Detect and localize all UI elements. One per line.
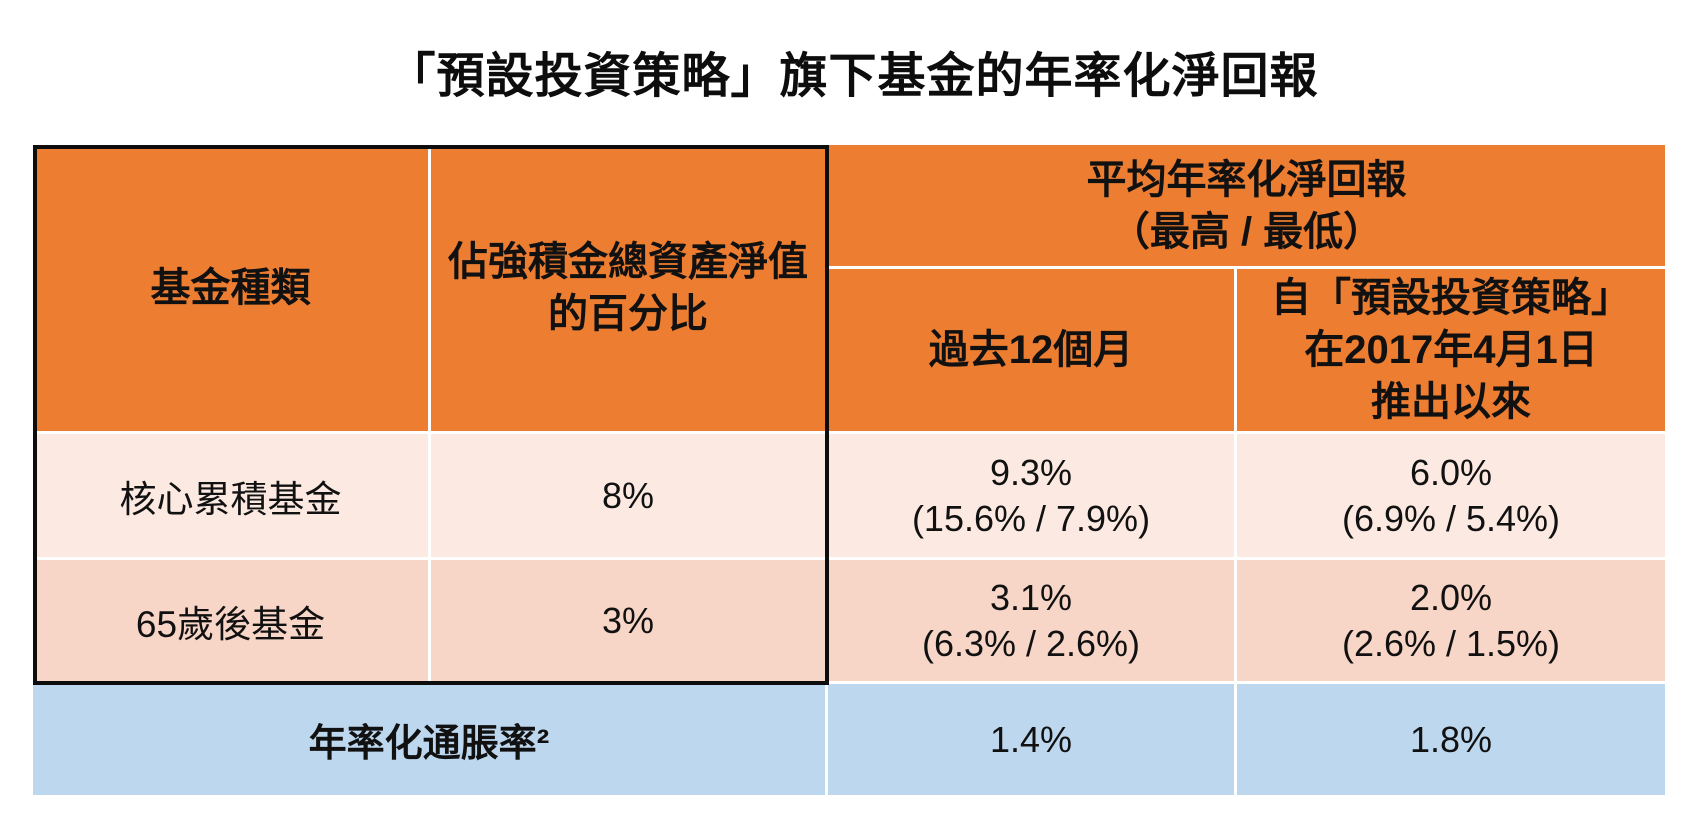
core-since-value: 6.0% — [1409, 451, 1493, 493]
age65-past12m-range: (6.3% / 2.6%) — [921, 622, 1141, 664]
core-past12m-range: (15.6% / 7.9%) — [911, 497, 1151, 539]
header-fund-type-label: 基金種類 — [150, 266, 311, 310]
header-nav-percentage: 佔強積金總資產淨值的百分比 — [431, 145, 825, 431]
core-nav-pct-value: 8% — [601, 474, 655, 516]
age65-past12m-value: 3.1% — [989, 576, 1073, 618]
header-since-launch-line1: 自「預設投資策略」 — [1271, 276, 1631, 320]
header-fund-type: 基金種類 — [33, 145, 428, 431]
age65-since-range: (2.6% / 1.5%) — [1341, 622, 1561, 664]
header-nav-percentage-label: 佔強積金總資產淨值的百分比 — [448, 240, 808, 336]
row-core-nav-pct: 8% — [431, 434, 825, 557]
inflation-since-launch: 1.8% — [1237, 684, 1665, 795]
header-avg-return-line1: 平均年率化淨回報 — [1086, 157, 1407, 202]
age65-since-value: 2.0% — [1409, 576, 1493, 618]
page-title: 「預設投資策略」旗下基金的年率化淨回報 — [387, 50, 1319, 103]
returns-table: 基金種類 佔強積金總資產淨值的百分比 平均年率化淨回報 （最高 / 最低） 過去… — [33, 145, 1665, 795]
inflation-row-label: 年率化通脹率² — [33, 684, 825, 795]
inflation-past12m: 1.4% — [828, 684, 1234, 795]
row-core-past12m: 9.3% (15.6% / 7.9%) — [828, 434, 1234, 557]
header-since-launch: 自「預設投資策略」 在2017年4月1日 推出以來 — [1237, 269, 1665, 431]
core-fund-name-label: 核心累積基金 — [119, 478, 342, 520]
header-past-12-months: 過去12個月 — [828, 269, 1234, 431]
inflation-since-value: 1.8% — [1409, 718, 1493, 760]
header-avg-return: 平均年率化淨回報 （最高 / 最低） — [828, 145, 1665, 266]
inflation-label-text: 年率化通脹率² — [308, 723, 550, 765]
header-avg-return-line2: （最高 / 最低） — [1109, 209, 1384, 254]
core-past12m-value: 9.3% — [989, 451, 1073, 493]
age65-nav-pct-value: 3% — [601, 599, 655, 641]
row-age65-fund-name: 65歲後基金 — [33, 560, 428, 681]
row-age65-since-launch: 2.0% (2.6% / 1.5%) — [1237, 560, 1665, 681]
row-core-fund-name: 核心累積基金 — [33, 434, 428, 557]
header-since-launch-line2: 在2017年4月1日 — [1304, 328, 1598, 372]
core-since-range: (6.9% / 5.4%) — [1341, 497, 1561, 539]
inflation-past12m-value: 1.4% — [989, 718, 1073, 760]
row-age65-past12m: 3.1% (6.3% / 2.6%) — [828, 560, 1234, 681]
row-age65-nav-pct: 3% — [431, 560, 825, 681]
header-past-12-months-label: 過去12個月 — [928, 328, 1134, 372]
header-since-launch-line3: 推出以來 — [1371, 380, 1531, 424]
row-core-since-launch: 6.0% (6.9% / 5.4%) — [1237, 434, 1665, 557]
age65-fund-name-label: 65歲後基金 — [135, 603, 326, 645]
